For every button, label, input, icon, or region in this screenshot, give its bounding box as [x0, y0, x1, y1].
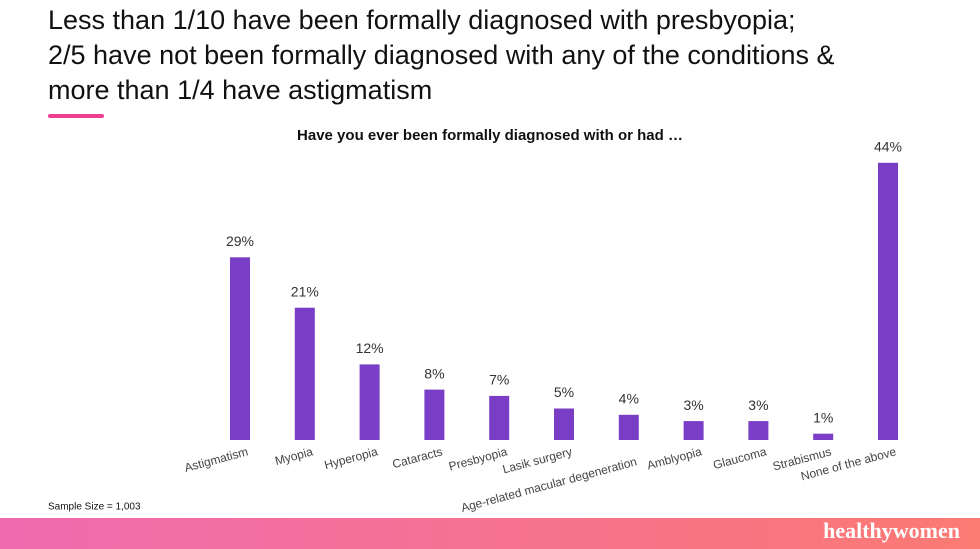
value-label: 29% — [226, 233, 254, 249]
title-underline — [48, 114, 104, 118]
value-label: 5% — [554, 384, 574, 400]
sample-note: Sample Size = 1,003 — [48, 502, 141, 513]
title-line: more than 1/4 have astigmatism — [48, 75, 432, 105]
bar — [748, 421, 769, 440]
value-label: 8% — [424, 365, 444, 381]
bar — [294, 307, 315, 440]
footer-bar — [0, 518, 980, 549]
bar — [230, 257, 250, 440]
value-label: 12% — [356, 340, 384, 356]
value-label: 1% — [813, 409, 833, 425]
bar — [813, 433, 834, 440]
bar — [878, 162, 898, 441]
value-label: 3% — [683, 397, 703, 413]
bar — [424, 389, 445, 440]
brand: healthywomen — [823, 518, 960, 543]
bar — [554, 408, 574, 440]
title-line: Less than 1/10 have been formally diagno… — [48, 5, 795, 35]
value-label: 3% — [748, 397, 768, 413]
bar — [359, 364, 380, 440]
bar — [618, 414, 639, 440]
value-label: 4% — [619, 391, 639, 407]
value-label: 44% — [874, 139, 902, 155]
value-label: 21% — [291, 283, 319, 299]
title-line: 2/5 have not been formally diagnosed wit… — [48, 40, 835, 70]
chart-subtitle: Have you ever been formally diagnosed wi… — [297, 127, 683, 144]
value-label: 7% — [489, 372, 509, 388]
bar — [683, 421, 704, 440]
bar — [489, 395, 510, 440]
